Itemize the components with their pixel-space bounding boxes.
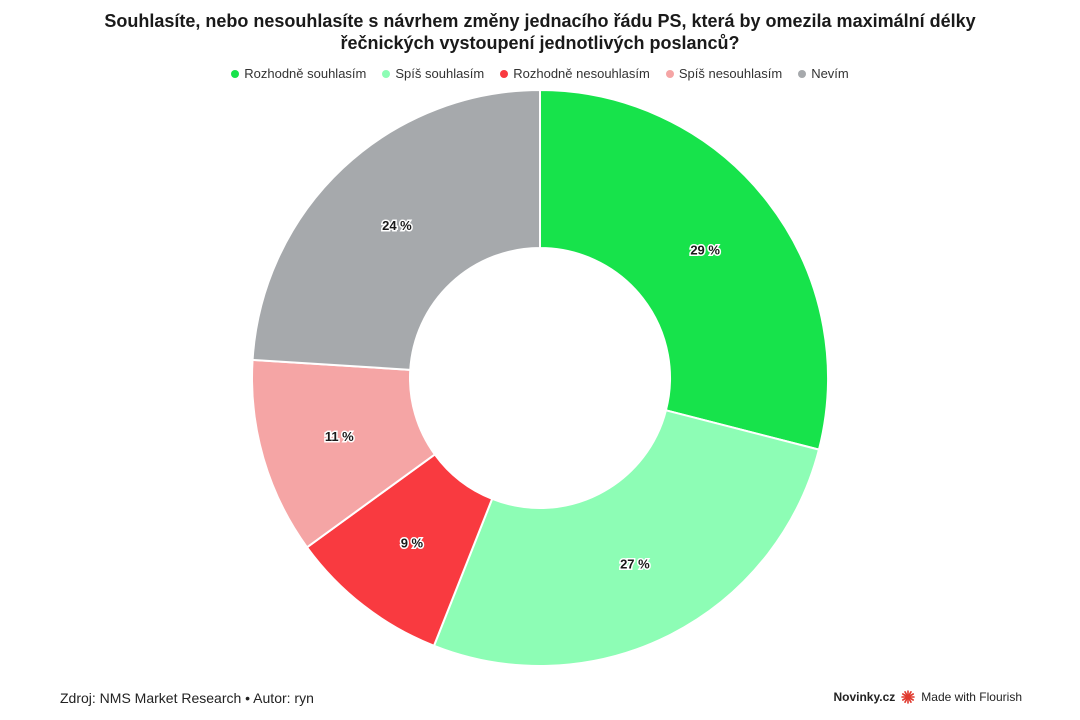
donut-slice[interactable]	[251, 89, 541, 371]
legend-item[interactable]: Rozhodně souhlasím	[231, 66, 366, 81]
slice-value-label: 9 %	[401, 536, 424, 551]
donut-slice[interactable]	[432, 409, 820, 667]
legend-item[interactable]: Spíš souhlasím	[382, 66, 484, 81]
donut-slice[interactable]	[251, 358, 436, 549]
legend-label: Spíš nesouhlasím	[678, 66, 783, 81]
footer-credits: Novinky.cz Made with Flourish	[833, 690, 1022, 704]
made-with-flourish-link[interactable]: Made with Flourish	[921, 690, 1022, 704]
legend-item[interactable]: Nevím	[798, 66, 849, 81]
legend: Rozhodně souhlasím Spíš souhlasím Rozhodně…	[0, 66, 1080, 81]
flourish-logo-icon	[901, 690, 916, 704]
legend-swatch	[382, 69, 391, 78]
slice-value-label: 11 %	[325, 429, 354, 444]
legend-item[interactable]: Spíš nesouhlasím	[665, 66, 783, 81]
brand-name[interactable]: Novinky.cz	[833, 690, 896, 704]
legend-label: Spíš souhlasím	[395, 66, 485, 81]
legend-label: Nevím	[811, 66, 849, 81]
legend-swatch	[231, 69, 240, 78]
legend-swatch	[798, 69, 807, 78]
slice-value-label: 27 %	[620, 557, 650, 572]
donut-slice[interactable]	[539, 89, 829, 451]
legend-swatch	[665, 69, 674, 78]
legend-item[interactable]: Rozhodně nesouhlasím	[500, 66, 650, 81]
legend-label: Rozhodně nesouhlasím	[513, 66, 650, 81]
slice-value-label: 29 %	[690, 242, 720, 257]
legend-swatch	[500, 69, 509, 78]
legend-label: Rozhodně souhlasím	[244, 66, 367, 81]
chart-title: Souhlasíte, nebo nesouhlasíte s návrhem …	[104, 11, 976, 53]
source-note: Zdroj: NMS Market Research • Autor: ryn	[60, 690, 314, 706]
slice-value-label: 24 %	[382, 218, 412, 233]
